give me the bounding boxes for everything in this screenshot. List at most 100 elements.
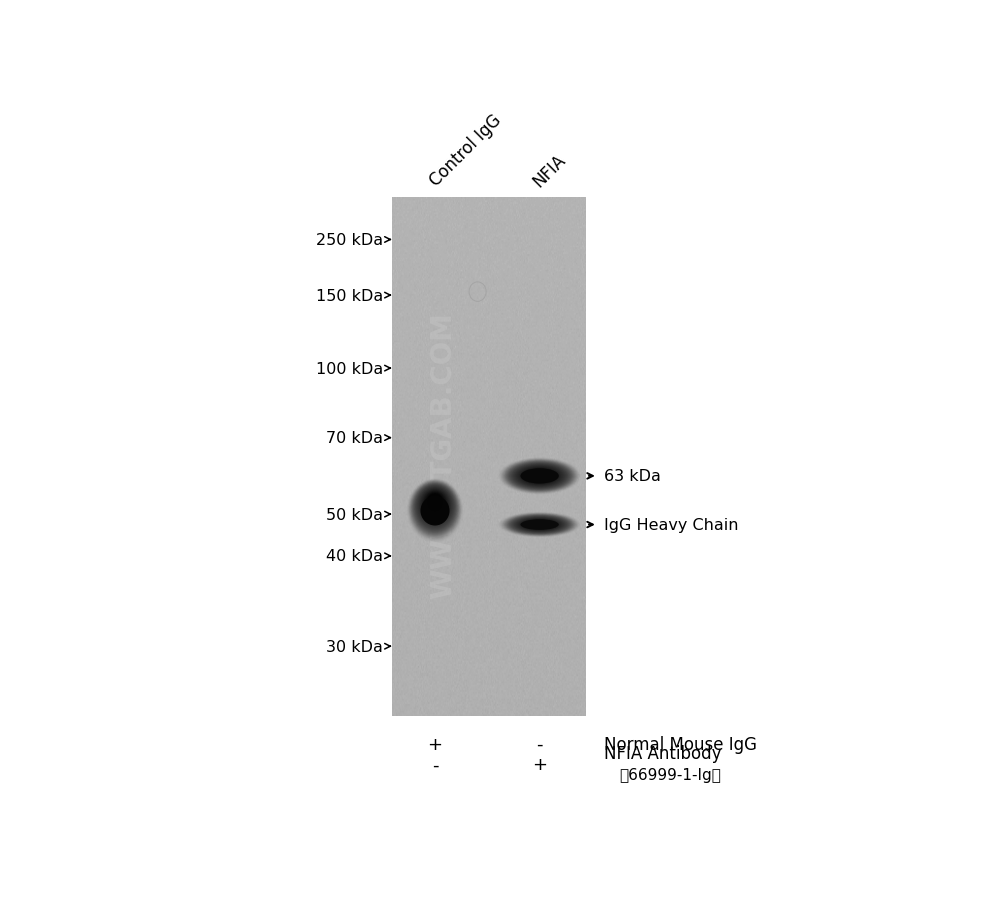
Ellipse shape (520, 519, 560, 531)
Ellipse shape (518, 466, 561, 486)
Ellipse shape (409, 481, 461, 539)
Ellipse shape (499, 512, 580, 538)
Ellipse shape (426, 493, 444, 514)
Ellipse shape (517, 466, 562, 486)
Ellipse shape (415, 485, 455, 529)
Ellipse shape (512, 464, 567, 489)
Ellipse shape (526, 520, 554, 529)
Ellipse shape (501, 513, 579, 537)
Text: -: - (432, 756, 438, 774)
Ellipse shape (524, 520, 555, 529)
Text: 40 kDa: 40 kDa (326, 548, 383, 564)
Ellipse shape (500, 458, 579, 494)
Ellipse shape (425, 492, 445, 516)
Ellipse shape (520, 467, 559, 485)
Text: +: + (532, 756, 547, 774)
Ellipse shape (516, 518, 563, 532)
Ellipse shape (412, 483, 458, 535)
Ellipse shape (408, 480, 462, 541)
Ellipse shape (411, 482, 459, 537)
Ellipse shape (509, 515, 570, 535)
Ellipse shape (514, 517, 566, 533)
Ellipse shape (523, 469, 556, 483)
Ellipse shape (518, 519, 561, 531)
Ellipse shape (507, 462, 572, 491)
Ellipse shape (502, 459, 577, 493)
Ellipse shape (521, 468, 558, 484)
Ellipse shape (501, 459, 578, 493)
Ellipse shape (499, 458, 580, 494)
Text: NFIA Antibody: NFIA Antibody (604, 744, 721, 762)
Ellipse shape (509, 463, 570, 490)
Ellipse shape (519, 467, 560, 485)
Ellipse shape (427, 494, 443, 512)
Ellipse shape (521, 520, 558, 530)
Text: 100 kDa: 100 kDa (316, 361, 383, 376)
Ellipse shape (413, 483, 457, 533)
Ellipse shape (417, 486, 453, 528)
Text: 70 kDa: 70 kDa (326, 430, 383, 446)
Text: IgG Heavy Chain: IgG Heavy Chain (604, 518, 738, 532)
Ellipse shape (423, 492, 447, 518)
Ellipse shape (502, 513, 577, 537)
Ellipse shape (520, 520, 559, 530)
Ellipse shape (513, 465, 566, 488)
Ellipse shape (420, 488, 450, 523)
Text: Control IgG: Control IgG (426, 112, 505, 190)
Text: （66999-1-Ig）: （66999-1-Ig） (619, 767, 721, 782)
Ellipse shape (517, 518, 562, 532)
Ellipse shape (412, 483, 458, 536)
Ellipse shape (422, 491, 448, 520)
Text: 63 kDa: 63 kDa (604, 469, 661, 483)
Ellipse shape (421, 489, 449, 521)
Ellipse shape (515, 518, 564, 532)
Ellipse shape (410, 481, 460, 538)
Ellipse shape (503, 460, 576, 492)
Ellipse shape (508, 515, 572, 535)
Ellipse shape (415, 484, 455, 531)
Ellipse shape (511, 516, 568, 534)
Text: -: - (536, 735, 543, 753)
Ellipse shape (520, 469, 559, 484)
Ellipse shape (424, 492, 446, 517)
Ellipse shape (523, 520, 556, 530)
Ellipse shape (417, 486, 453, 527)
Ellipse shape (503, 513, 576, 537)
Ellipse shape (416, 485, 454, 529)
Ellipse shape (508, 462, 571, 491)
Ellipse shape (516, 465, 563, 487)
Ellipse shape (510, 463, 569, 490)
Text: 250 kDa: 250 kDa (316, 233, 383, 248)
Ellipse shape (513, 517, 567, 533)
Text: NFIA: NFIA (529, 151, 569, 190)
Text: +: + (428, 735, 442, 753)
Ellipse shape (419, 488, 451, 524)
Text: WWW.PTGAB.COM: WWW.PTGAB.COM (429, 312, 457, 599)
Ellipse shape (514, 465, 565, 488)
Ellipse shape (407, 479, 463, 542)
Ellipse shape (414, 484, 456, 532)
Ellipse shape (522, 468, 557, 484)
Ellipse shape (408, 480, 462, 540)
Ellipse shape (420, 496, 450, 526)
Ellipse shape (525, 470, 554, 483)
Ellipse shape (425, 492, 445, 515)
Ellipse shape (522, 520, 557, 530)
Text: 150 kDa: 150 kDa (316, 289, 383, 303)
Ellipse shape (418, 487, 452, 526)
Ellipse shape (505, 514, 574, 536)
Ellipse shape (423, 491, 447, 519)
Ellipse shape (524, 469, 555, 483)
Ellipse shape (422, 490, 448, 520)
Ellipse shape (506, 461, 573, 492)
Ellipse shape (420, 489, 450, 522)
Ellipse shape (526, 470, 553, 483)
Text: 30 kDa: 30 kDa (326, 639, 383, 654)
Ellipse shape (426, 493, 444, 513)
Ellipse shape (410, 482, 460, 538)
Ellipse shape (515, 465, 564, 487)
Ellipse shape (504, 514, 575, 536)
Text: 50 kDa: 50 kDa (326, 507, 383, 522)
Ellipse shape (507, 515, 573, 535)
Ellipse shape (505, 461, 574, 492)
